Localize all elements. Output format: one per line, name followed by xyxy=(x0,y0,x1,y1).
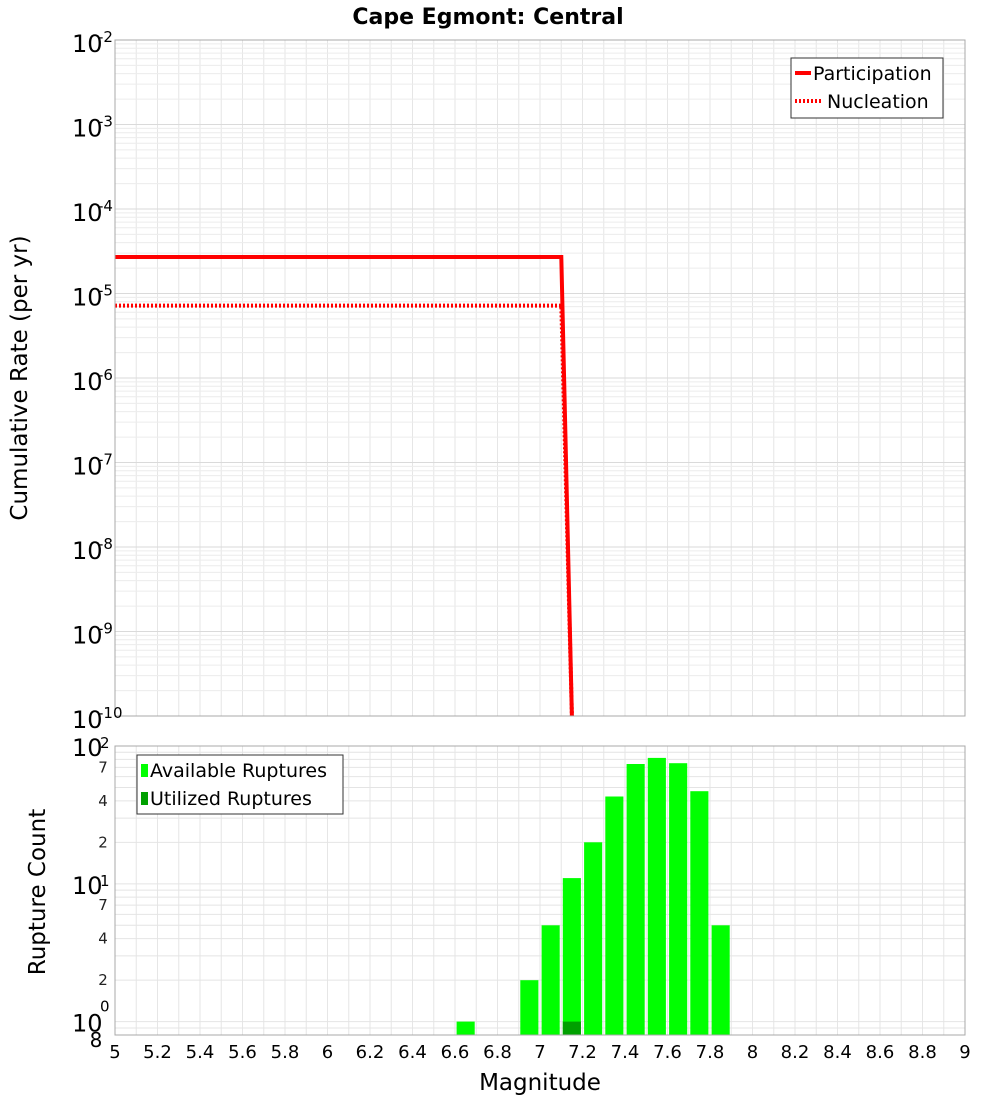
rate-y-tick-base: 10 xyxy=(72,30,103,58)
count-x-tick: 6.6 xyxy=(441,1042,470,1063)
rate-plot-frame xyxy=(114,39,966,717)
count-x-tick: 6 xyxy=(322,1042,333,1063)
count-legend: Available Ruptures Utilized Ruptures xyxy=(136,754,344,815)
rate-y-tick-base: 10 xyxy=(72,706,103,734)
count-x-tick: 6.4 xyxy=(398,1042,427,1063)
rate-series xyxy=(115,255,574,717)
rate-legend-box xyxy=(790,57,944,119)
count-y-tick-exponent: 0 xyxy=(100,998,110,1016)
count-x-tick: 8.2 xyxy=(781,1042,810,1063)
count-x-tick: 7.8 xyxy=(696,1042,725,1063)
utilized-bar-7.15 xyxy=(562,1021,581,1035)
rate-y-tick-base: 10 xyxy=(72,368,103,396)
legend-label-utilized: Utilized Ruptures xyxy=(150,788,312,810)
count-x-axis-title: Magnitude xyxy=(479,1070,601,1096)
count-y-minor-tick: 8 xyxy=(90,1028,103,1052)
count-x-tick: 5.4 xyxy=(186,1042,215,1063)
count-grid xyxy=(114,745,966,1036)
rate-y-tick-base: 10 xyxy=(72,622,103,650)
count-x-tick: 5.8 xyxy=(271,1042,300,1063)
rate-y-tick-base: 10 xyxy=(72,453,103,481)
count-x-ticks: 5 5.2 5.4 5.6 5.8 6 6.2 6.4 6.6 6.8 7 7.2 7.4 7.6 7.8 8… xyxy=(109,1042,970,1063)
count-plot-frame xyxy=(114,745,966,1036)
count-x-tick: 7.2 xyxy=(568,1042,597,1063)
count-y-minor-tick: 7 xyxy=(98,896,108,914)
count-x-tick: 7.4 xyxy=(611,1042,640,1063)
rate-y-tick-exponent: -3 xyxy=(98,113,113,131)
rate-y-tick-base: 10 xyxy=(72,115,103,143)
rate-y-tick-exponent: -6 xyxy=(98,366,113,384)
count-x-tick: 9 xyxy=(959,1042,970,1063)
count-y-tick-base: 10 xyxy=(72,1010,103,1038)
rate-y-tick-exponent: -4 xyxy=(98,197,113,215)
count-y-minor-tick: 7 xyxy=(98,758,108,776)
rate-y-tick-exponent: -10 xyxy=(98,704,123,722)
count-y-tick-exponent: 1 xyxy=(100,872,110,890)
available-bar-6.65 xyxy=(456,1021,475,1035)
count-bars xyxy=(456,757,730,1035)
count-x-tick: 8.4 xyxy=(823,1042,852,1063)
available-bar-7.05 xyxy=(541,925,560,1035)
rate-y-tick-base: 10 xyxy=(72,537,103,565)
count-y-minor-tick: 4 xyxy=(98,930,108,948)
legend-label-nucleation: Nucleation xyxy=(827,91,929,113)
rate-y-tick-exponent: -7 xyxy=(98,451,113,469)
rate-y-tick-exponent: -2 xyxy=(98,28,113,46)
rate-y-tick-exponent: -5 xyxy=(98,282,113,300)
legend-label-available: Available Ruptures xyxy=(150,760,327,782)
count-y-axis-title: Rupture Count xyxy=(25,809,51,975)
available-bar-7.45 xyxy=(626,764,645,1035)
available-bar-7.35 xyxy=(605,796,624,1035)
rate-y-axis-title: Cumulative Rate (per yr) xyxy=(7,235,33,520)
count-x-tick: 6.2 xyxy=(356,1042,385,1063)
rate-y-tick-exponent: -8 xyxy=(98,535,113,553)
rate-y-tick-exponent: -9 xyxy=(98,620,113,638)
available-bar-6.95 xyxy=(520,980,539,1035)
count-x-tick: 8 xyxy=(747,1042,758,1063)
count-y-tick-base: 10 xyxy=(72,734,103,762)
available-bar-7.75 xyxy=(690,791,709,1035)
series-line-participation xyxy=(115,255,574,717)
count-y-tick-exponent: 2 xyxy=(100,734,110,752)
rate-grid xyxy=(114,40,966,717)
rate-y-tick-base: 10 xyxy=(72,284,103,312)
legend-swatch-utilized xyxy=(141,792,148,805)
count-legend-box xyxy=(136,754,344,815)
count-y-minor-tick: 4 xyxy=(98,792,108,810)
series-line-nucleation xyxy=(115,303,574,717)
available-bar-7.25 xyxy=(584,842,603,1035)
count-x-tick: 7 xyxy=(534,1042,545,1063)
count-x-tick: 5.6 xyxy=(228,1042,257,1063)
legend-swatch-available xyxy=(141,764,148,777)
legend-label-participation: Participation xyxy=(813,63,932,85)
available-bar-7.85 xyxy=(711,925,730,1035)
count-x-tick: 8.8 xyxy=(908,1042,937,1063)
rate-legend: Participation Nucleation xyxy=(790,57,944,119)
count-x-tick: 5.2 xyxy=(143,1042,172,1063)
rate-y-tick-base: 10 xyxy=(72,199,103,227)
count-x-tick: 7.6 xyxy=(653,1042,682,1063)
available-bar-7.65 xyxy=(669,763,688,1035)
count-x-tick: 5 xyxy=(109,1042,120,1063)
count-x-tick: 8.6 xyxy=(866,1042,895,1063)
chart-title: Cape Egmont: Central xyxy=(352,5,623,30)
count-y-tick-base: 10 xyxy=(72,872,103,900)
count-y-minor-tick: 2 xyxy=(98,833,108,851)
available-bar-7.55 xyxy=(647,757,666,1035)
count-x-tick: 6.8 xyxy=(483,1042,512,1063)
count-y-minor-tick: 2 xyxy=(98,971,108,989)
available-bar-7.15 xyxy=(562,878,581,1035)
